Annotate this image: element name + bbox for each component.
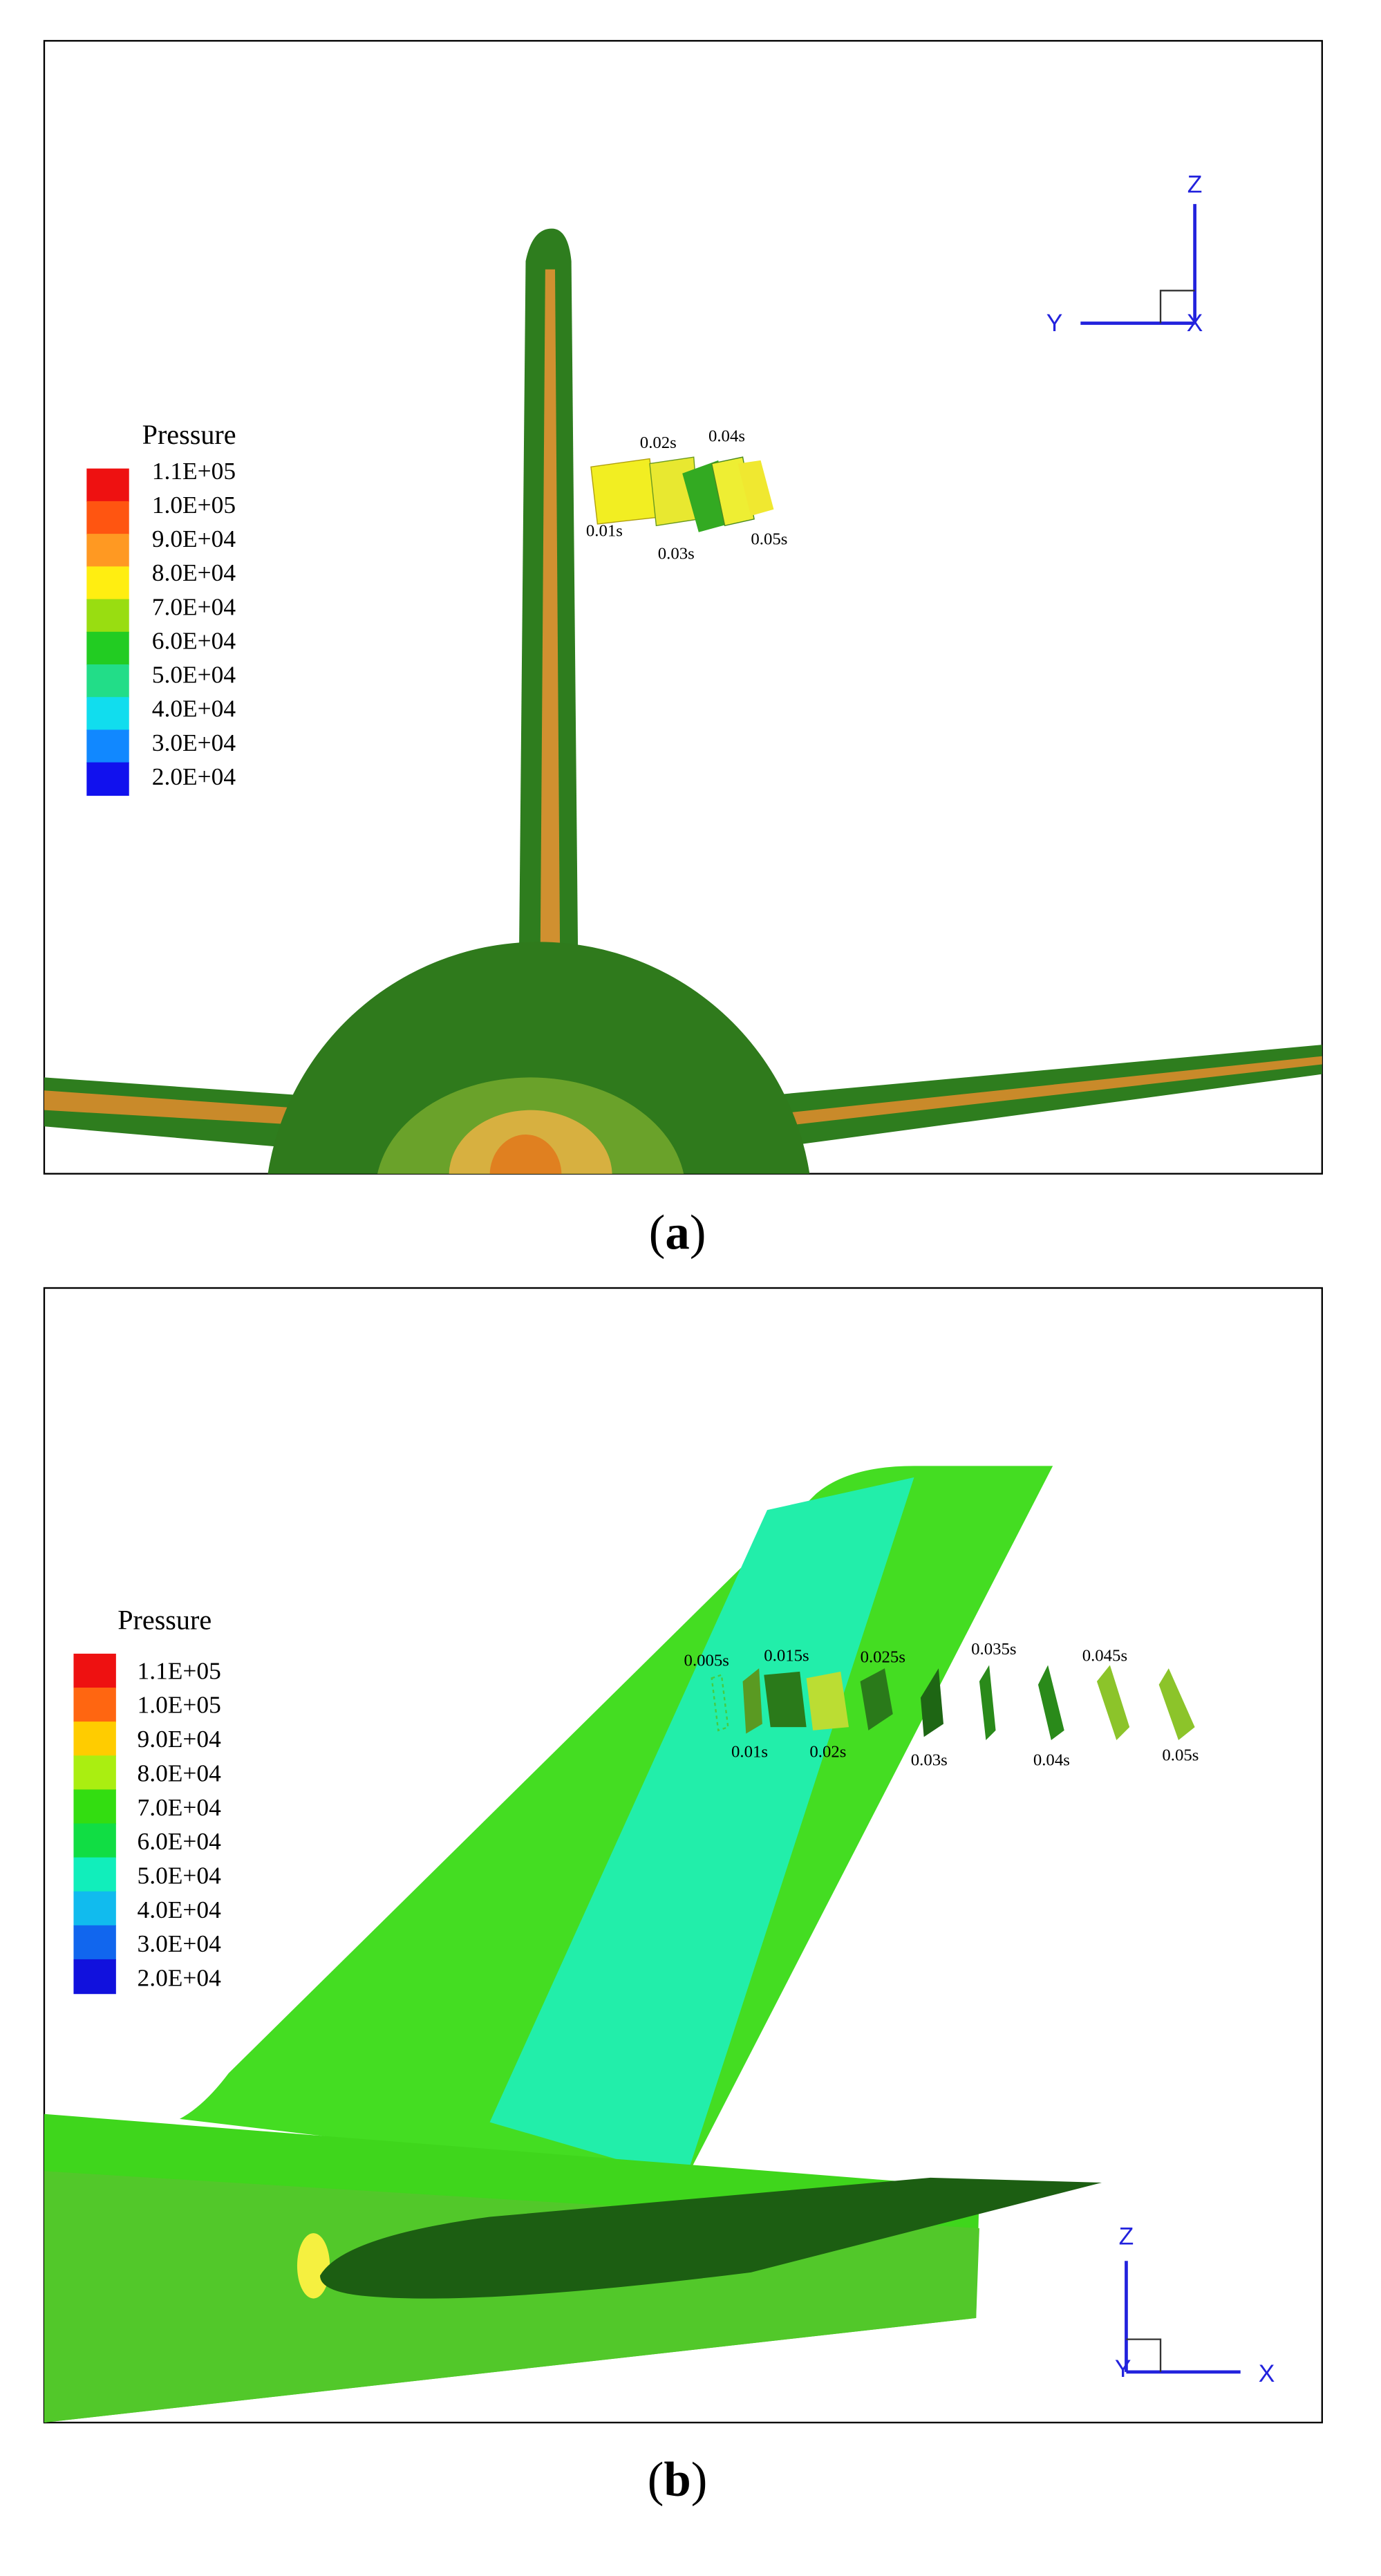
legend-label: 7.0E+04 — [152, 592, 236, 620]
legend-label: 7.0E+04 — [138, 1793, 222, 1821]
time-label: 0.045s — [1082, 1646, 1127, 1665]
axis-label: X — [1187, 309, 1203, 337]
caption: (b) — [648, 2453, 708, 2507]
legend-label: 1.0E+05 — [152, 491, 236, 519]
legend-label: 5.0E+04 — [152, 661, 236, 689]
legend-label: 6.0E+04 — [152, 626, 236, 654]
legend-label: 4.0E+04 — [138, 1896, 222, 1923]
legend-swatch — [86, 534, 129, 568]
legend-label: 2.0E+04 — [138, 1964, 222, 1992]
legend-label: 6.0E+04 — [138, 1827, 222, 1855]
time-label: 0.03s — [658, 545, 695, 563]
legend-title: Pressure — [118, 1604, 212, 1635]
caption-open: ( — [648, 2453, 664, 2507]
legend-swatch — [73, 1721, 116, 1757]
axis-label: Z — [1187, 171, 1203, 198]
legend-swatch — [86, 468, 129, 503]
legend-swatch — [73, 1925, 116, 1961]
legend-swatch — [86, 697, 129, 731]
caption-close: ) — [690, 1206, 706, 1260]
axis-triad — [1125, 2261, 1241, 2374]
legend-label: 9.0E+04 — [152, 525, 236, 552]
time-label: 0.01s — [586, 521, 623, 540]
caption-open: ( — [649, 1206, 666, 1260]
legend-swatch — [73, 1789, 116, 1824]
legend-label: 9.0E+04 — [138, 1725, 222, 1753]
legend-title: Pressure — [142, 419, 236, 450]
legend-swatch — [73, 1653, 116, 1689]
legend-swatch — [73, 1891, 116, 1926]
caption: (a) — [649, 1206, 706, 1260]
caption-close: ) — [691, 2453, 708, 2507]
time-label: 0.04s — [708, 427, 745, 445]
panel-a: Pressure 1.1E+05 1.0E+05 9.0E+04 8.0E+04 7.0E… — [43, 39, 1323, 1175]
debris — [711, 1665, 1195, 1741]
legend-swatch — [73, 1959, 116, 1995]
time-label: 0.01s — [731, 1743, 768, 1762]
aircraft-rear-view — [44, 228, 1322, 1174]
legend-label: 1.0E+05 — [138, 1691, 221, 1719]
time-label: 0.02s — [809, 1743, 846, 1762]
time-label: 0.05s — [751, 530, 787, 548]
axis-triad — [1080, 204, 1196, 325]
legend-swatch — [86, 501, 129, 535]
legend-swatch — [73, 1755, 116, 1791]
time-label: 0.04s — [1033, 1751, 1070, 1769]
legend-label: 5.0E+04 — [138, 1861, 222, 1889]
legend-swatch — [86, 631, 129, 666]
time-label: 0.035s — [971, 1640, 1016, 1659]
time-label: 0.05s — [1162, 1746, 1199, 1764]
legend-label: 8.0E+04 — [152, 559, 236, 586]
axis-label: Z — [1119, 2223, 1134, 2250]
legend-swatch — [73, 1857, 116, 1892]
legend-label: 4.0E+04 — [152, 695, 236, 722]
legend-swatch — [73, 1688, 116, 1723]
legend-label: 3.0E+04 — [138, 1930, 222, 1957]
legend-swatch — [73, 1823, 116, 1858]
panel-b: Pressure 1.1E+05 1.0E+05 9.0E+04 8.0E+04 7.0E… — [43, 1287, 1323, 2424]
legend-label: 8.0E+04 — [138, 1759, 222, 1786]
caption-letter: b — [664, 2453, 690, 2507]
axis-label: Y — [1046, 309, 1063, 337]
time-label: 0.005s — [684, 1651, 729, 1670]
legend-swatch — [86, 664, 129, 698]
axis-label: Y — [1115, 2355, 1131, 2382]
legend-swatch — [86, 729, 129, 763]
time-label: 0.025s — [861, 1648, 905, 1667]
time-label: 0.02s — [640, 433, 677, 452]
legend-label: 2.0E+04 — [152, 763, 236, 790]
time-label: 0.03s — [911, 1751, 948, 1769]
time-label: 0.015s — [764, 1646, 809, 1665]
legend-swatch — [86, 599, 129, 633]
aircraft-tail-view — [44, 1466, 1102, 2423]
axis-label: X — [1259, 2360, 1275, 2387]
caption-letter: a — [665, 1206, 689, 1260]
legend-label: 3.0E+04 — [152, 729, 236, 756]
legend-label: 1.1E+05 — [152, 457, 236, 485]
legend-swatch — [86, 566, 129, 600]
debris — [590, 456, 774, 532]
legend-swatch — [86, 762, 129, 796]
legend-label: 1.1E+05 — [138, 1656, 221, 1684]
